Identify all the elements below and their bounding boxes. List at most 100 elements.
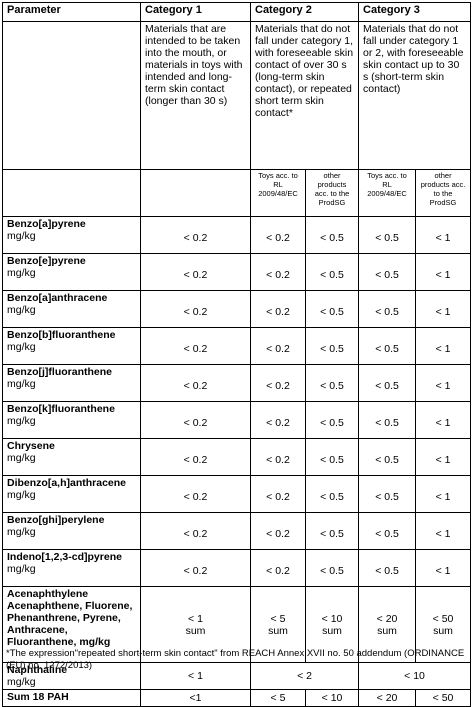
footnote: *The expression"repeated short-term skin… (6, 648, 465, 671)
parameter-cell: Benzo[k]fluoranthene mg/kg (2, 401, 141, 439)
header-cell: Category 1 (140, 2, 251, 22)
limit-value: < 0.5 (375, 564, 399, 577)
value-cell: < 0.5 (304, 364, 360, 402)
value-cell: < 1 (415, 401, 472, 439)
value-cell: < 0.5 (304, 438, 360, 476)
value-cell: < 20 (358, 689, 417, 707)
limit-value: < 0.5 (320, 490, 344, 503)
limit-value: < 1 (435, 490, 451, 503)
value-cell: < 1 (415, 290, 472, 328)
limit-value: < 1 (435, 527, 451, 540)
value-cell: < 0.5 (358, 253, 417, 291)
parameter-unit: mg/kg (7, 452, 36, 464)
value-cell: < 0.5 (358, 438, 417, 476)
limit-value: < 0.5 (375, 342, 399, 355)
parameter-name: Benzo[e]pyrene (7, 255, 86, 267)
description-cell: Materials that do not fall under categor… (249, 21, 360, 170)
parameter-name: Benzo[b]fluoranthene (7, 329, 116, 341)
limit-value: < 0.2 (266, 342, 290, 355)
limit-value: < 0.5 (320, 527, 344, 540)
value-note: sum (322, 624, 342, 637)
limit-value: < 10 (321, 692, 343, 704)
value-cell: < 0.5 (358, 364, 417, 402)
subheader-cell: other products acc. to the ProdSG (415, 169, 472, 217)
empty-cell (2, 169, 141, 217)
parameter-name: Chrysene (7, 440, 55, 452)
subheader-cell: Toys acc. to RL 2009/48/EC (250, 169, 306, 217)
data-row: Acenaphthylene Acenaphthene, Fluorene, Ph… (2, 586, 472, 663)
parameter-unit: mg/kg (7, 526, 36, 538)
parameter-unit: mg/kg (7, 676, 36, 688)
parameter-name: Naphthaline (7, 664, 68, 676)
parameter-unit: mg/kg (7, 267, 36, 279)
header-row: Parameter Category 1 Category 2 Category 3 (2, 2, 472, 22)
data-row: Benzo[ghi]perylene mg/kg < 0.2 < 0.2 < 0.5 < … (2, 512, 472, 550)
value-note: sum (268, 624, 288, 637)
parameter-cell: Benzo[e]pyrene mg/kg (2, 253, 141, 291)
limit-value: < 1 (435, 305, 451, 318)
limit-value: < 0.5 (375, 268, 399, 281)
value-cell: < 1 (415, 216, 472, 254)
value-cell: < 1 (415, 327, 472, 365)
value-cell: < 0.2 (250, 290, 306, 328)
parameter-cell: Benzo[a]anthracene mg/kg (2, 290, 141, 328)
parameter-name: Benzo[k]fluoranthene (7, 403, 115, 415)
limit-value: < 0.5 (375, 453, 399, 466)
limit-value: < 0.5 (320, 342, 344, 355)
parameter-name: Benzo[j]fluoranthene (7, 366, 112, 378)
parameter-cell: Indeno[1,2,3-cd]pyrene mg/kg (2, 549, 141, 587)
value-cell: < 0.5 (358, 401, 417, 439)
value-cell: <1 (140, 689, 251, 707)
value-cell: < 0.5 (358, 327, 417, 365)
value-cell: < 0.5 (304, 216, 360, 254)
parameter-name: Sum 18 PAH (7, 691, 69, 703)
parameter-name: Benzo[ghi]perylene (7, 514, 105, 526)
limit-value: < 0.2 (266, 416, 290, 429)
parameter-name: Acenaphthene, Fluorene, Phenanthrene, Py… (7, 600, 133, 648)
header-cell: Parameter (2, 2, 141, 22)
value-cell: < 5 (250, 689, 306, 707)
parameter-cell: Benzo[j]fluoranthene mg/kg (2, 364, 141, 402)
value-cell: < 0.2 (140, 475, 251, 513)
limit-value: < 20 (376, 612, 398, 625)
value-cell: < 0.2 (250, 401, 306, 439)
value-note: sum (433, 624, 453, 637)
limit-value: < 0.2 (183, 527, 208, 540)
limit-value: < 0.2 (266, 527, 290, 540)
value-cell: < 0.5 (358, 216, 417, 254)
limit-value: < 0.2 (183, 490, 208, 503)
value-cell: < 0.5 (304, 549, 360, 587)
data-row: Benzo[e]pyrene mg/kg < 0.2 < 0.2 < 0.5 < 0.5 <… (2, 253, 472, 291)
value-cell: < 0.2 (140, 216, 251, 254)
value-cell: < 0.5 (304, 253, 360, 291)
data-row: Benzo[a]pyrene mg/kg < 0.2 < 0.2 < 0.5 < 0.5 <… (2, 216, 472, 254)
limit-value: < 0.2 (183, 268, 208, 281)
parameter-unit: mg/kg (7, 230, 36, 242)
limit-value: < 0.5 (375, 527, 399, 540)
value-cell: < 0.2 (250, 364, 306, 402)
data-row: Indeno[1,2,3-cd]pyrene mg/kg < 0.2 < 0.2 < 0… (2, 549, 472, 587)
parameter-cell: Sum 18 PAH (2, 689, 141, 707)
limit-value: < 0.2 (183, 416, 208, 429)
limit-value: < 0.5 (320, 379, 344, 392)
parameter-unit: mg/kg (7, 563, 36, 575)
value-cell: < 0.2 (140, 549, 251, 587)
limit-value: < 0.5 (375, 379, 399, 392)
limit-value: < 0.5 (375, 490, 399, 503)
limit-value: < 0.5 (375, 416, 399, 429)
value-cell: < 0.2 (140, 512, 251, 550)
limit-value: <1 (189, 692, 202, 704)
limit-value: < 5 (270, 612, 286, 625)
parameter-unit: mg/kg (7, 341, 36, 353)
value-cell: < 1 (415, 364, 472, 402)
limit-value: < 10 (321, 612, 343, 625)
parameter-name: Indeno[1,2,3-cd]pyrene (7, 551, 122, 563)
value-cell: < 1 (415, 549, 472, 587)
limit-value: < 0.5 (320, 416, 344, 429)
parameter-cell: Benzo[a]pyrene mg/kg (2, 216, 141, 254)
limit-value: < 1 (188, 612, 203, 625)
parameter-unit: mg/kg (7, 378, 36, 390)
